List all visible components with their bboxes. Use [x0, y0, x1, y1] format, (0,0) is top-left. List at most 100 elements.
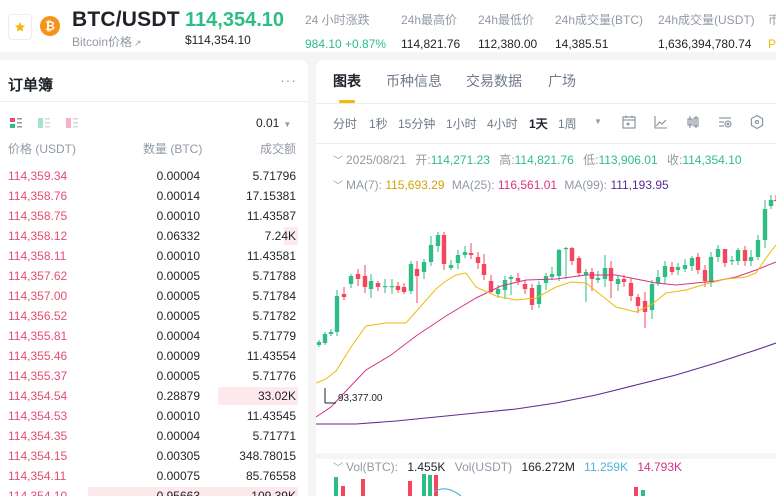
- ask-row[interactable]: 114,355.46 0.00009 11.43554: [0, 346, 308, 366]
- ask-price: 114,354.53: [8, 409, 68, 423]
- interval-1h[interactable]: 1小时: [446, 117, 477, 131]
- col-total: 成交额: [259, 142, 296, 156]
- ask-row[interactable]: 114,356.52 0.00005 5.71782: [0, 306, 308, 326]
- both-sides-icon[interactable]: [10, 118, 22, 128]
- ask-row[interactable]: 114,359.34 0.00004 5.71796: [0, 166, 308, 186]
- indicator-settings-icon[interactable]: [717, 114, 733, 130]
- stat-24h-low: 24h最低价 112,380.00: [478, 11, 537, 51]
- stat-label: 24 小时涨跌: [305, 13, 370, 27]
- tab-coin-info[interactable]: 币种信息: [386, 73, 442, 89]
- line-chart-icon[interactable]: [653, 114, 669, 130]
- ask-amount: 0.95663: [156, 489, 200, 496]
- tab-chart[interactable]: 图表: [333, 73, 361, 89]
- more-dots-icon[interactable]: ···: [280, 72, 297, 88]
- candlestick-chart[interactable]: [316, 144, 776, 454]
- low-label: 低:: [583, 153, 599, 167]
- ma7-line: [316, 244, 776, 384]
- ask-total: 17.15381: [245, 189, 296, 203]
- ask-price: 114,355.37: [8, 369, 68, 383]
- settings-hex-icon[interactable]: [749, 114, 765, 130]
- stat-value: 14,385.51: [555, 37, 609, 51]
- ask-row[interactable]: 114,358.75 0.00010 11.43587: [0, 206, 308, 226]
- ask-total: 5.71776: [252, 369, 296, 383]
- ask-row[interactable]: 114,354.54 0.28879 33.02K: [0, 386, 308, 406]
- ask-amount: 0.00005: [156, 289, 200, 303]
- more-intervals-caret-icon[interactable]: ▼: [594, 117, 602, 126]
- vol-ma10-value: 14.793K: [637, 460, 683, 474]
- ask-total: 33.02K: [257, 389, 296, 403]
- interval-4h[interactable]: 4小时: [487, 117, 518, 131]
- interval-time[interactable]: 分时: [333, 117, 358, 131]
- ask-price: 114,358.75: [8, 209, 68, 223]
- ask-row[interactable]: 114,354.10 0.95663 109.39K: [0, 486, 308, 496]
- tab-trading-data[interactable]: 交易数据: [466, 73, 522, 89]
- interval-15m[interactable]: 15分钟: [398, 117, 436, 131]
- vol-btc-value: 1.455K: [407, 460, 446, 474]
- tab-square[interactable]: 广场: [548, 73, 576, 89]
- bitcoin-icon: ₿: [40, 16, 60, 36]
- ask-row[interactable]: 114,354.11 0.00075 85.76558: [0, 466, 308, 486]
- ask-row[interactable]: 114,357.62 0.00005 5.71788: [0, 266, 308, 286]
- ask-row[interactable]: 114,354.53 0.00010 11.43545: [0, 406, 308, 426]
- ask-row[interactable]: 114,357.00 0.00005 5.71784: [0, 286, 308, 306]
- divider: [0, 101, 308, 102]
- ask-amount: 0.06332: [156, 229, 200, 243]
- ask-list: 114,359.34 0.00004 5.71796 114,358.76 0.0001…: [0, 166, 308, 496]
- interval-1s[interactable]: 1秒: [369, 117, 388, 131]
- high-value: 114,821.76: [514, 153, 574, 167]
- ask-amount: 0.00305: [156, 449, 200, 463]
- ask-row[interactable]: 114,358.11 0.00010 11.43581: [0, 246, 308, 266]
- close-label: 收:: [666, 153, 683, 167]
- stat-24h-vol-usdt: 24h成交量(USDT) 1,636,394,780.74: [658, 11, 755, 51]
- ask-amount: 0.00004: [156, 169, 200, 183]
- ask-amount: 0.00004: [156, 329, 200, 343]
- order-book-panel: 订单簿 ··· 0.01 ▼ 价格 (USDT) 数量 (BTC) 成交额 114…: [0, 60, 308, 496]
- ask-total: 5.71784: [252, 289, 296, 303]
- chevron-down-icon[interactable]: ﹀: [333, 463, 343, 474]
- ask-total: 348.78015: [239, 449, 296, 463]
- divider: [316, 103, 776, 104]
- calendar-icon[interactable]: [621, 114, 637, 130]
- ask-row[interactable]: 114,358.12 0.06332 7.24K: [0, 226, 308, 246]
- chevron-down-icon[interactable]: ﹀: [333, 156, 343, 167]
- last-price-usd: $114,354.10: [185, 33, 251, 47]
- ticker-header: ₿ BTC/USDT Bitcoin价格 ↗ 114,354.10 $114,35…: [0, 0, 776, 52]
- ask-amount: 0.00010: [156, 209, 200, 223]
- ask-total: 11.43554: [246, 349, 296, 363]
- ask-row[interactable]: 114,354.15 0.00305 348.78015: [0, 446, 308, 466]
- col-price: 价格 (USDT): [8, 142, 76, 156]
- depth-bar: [218, 387, 298, 405]
- interval-1w[interactable]: 1周: [558, 117, 577, 131]
- arrow-up-right-icon: ↗: [134, 38, 142, 48]
- price-step-select[interactable]: 0.01 ▼: [256, 116, 291, 130]
- candlestick-icon[interactable]: [685, 114, 701, 130]
- ask-price: 114,354.54: [8, 389, 68, 403]
- ask-row[interactable]: 114,355.81 0.00004 5.71779: [0, 326, 308, 346]
- interval-1d[interactable]: 1天: [529, 117, 548, 131]
- divider: [316, 143, 776, 144]
- active-tab-indicator: [339, 100, 355, 103]
- vol-usdt-value: 166.272M: [521, 460, 575, 474]
- stat-label: 24h最低价: [478, 13, 535, 27]
- ask-price: 114,355.81: [8, 329, 68, 343]
- pair-title: BTC/USDT: [72, 8, 180, 31]
- ask-total: 85.76558: [245, 469, 296, 483]
- ask-row[interactable]: 114,358.76 0.00014 17.15381: [0, 186, 308, 206]
- price-plot: [316, 195, 776, 425]
- favorite-button[interactable]: [8, 14, 32, 40]
- ma99-line: [316, 342, 776, 425]
- open-value: 114,271.23: [430, 153, 490, 167]
- ask-row[interactable]: 114,355.37 0.00005 5.71776: [0, 366, 308, 386]
- asks-only-icon[interactable]: [66, 118, 78, 128]
- stat-value: 1,636,394,780.74: [658, 37, 752, 51]
- bids-only-icon[interactable]: [38, 118, 50, 128]
- order-book-title: 订单簿: [8, 77, 54, 94]
- ask-row[interactable]: 114,354.35 0.00004 5.71771: [0, 426, 308, 446]
- bitcoin-price-link[interactable]: Bitcoin价格 ↗: [72, 33, 142, 50]
- ask-total: 11.43545: [246, 409, 296, 423]
- volume-legend: ﹀ Vol(BTC): 1.455K Vol(USDT) 166.272M 11.…: [333, 459, 682, 474]
- ohlc-legend: ﹀ 2025/08/21 开:114,271.23 高:114,821.76 低:…: [333, 151, 742, 168]
- stat-label: 24h最高价: [401, 13, 458, 27]
- chevron-down-icon[interactable]: ﹀: [333, 181, 343, 192]
- open-label: 开:: [415, 153, 431, 167]
